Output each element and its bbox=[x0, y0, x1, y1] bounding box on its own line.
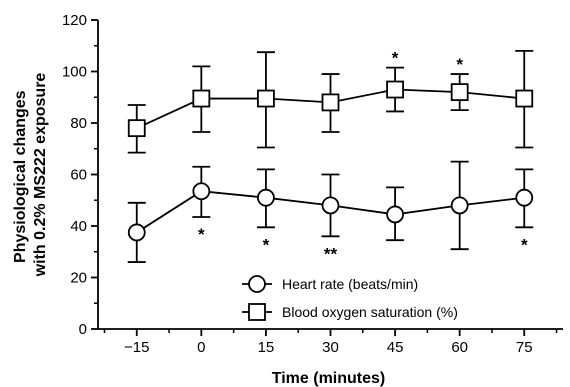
data-point-square bbox=[386, 80, 404, 99]
x-tick-label: 60 bbox=[451, 339, 468, 356]
data-point-square bbox=[192, 89, 211, 108]
data-point-circle bbox=[257, 188, 275, 207]
data-point-circle bbox=[127, 223, 146, 242]
x-tick-label: −15 bbox=[124, 339, 149, 356]
data-point-square bbox=[321, 93, 340, 112]
x-axis-title: Time (minutes) bbox=[272, 370, 386, 387]
data-point-square bbox=[257, 89, 275, 108]
data-point-circle bbox=[515, 188, 534, 207]
y-tick-label: 20 bbox=[70, 270, 87, 287]
significance-marker: * bbox=[456, 55, 463, 74]
x-tick-label: 15 bbox=[258, 339, 275, 356]
y-axis-title: Physiological changes with 0.2% MS222 ex… bbox=[12, 73, 49, 278]
significance-marker: * bbox=[263, 235, 270, 254]
y-tick-label: 0 bbox=[79, 321, 87, 338]
series-layer: ** ** ** * bbox=[127, 49, 534, 263]
significance-marker: * bbox=[392, 49, 399, 68]
series-blood-oxygen: * * bbox=[127, 49, 534, 154]
legend-marker-circle bbox=[248, 275, 266, 293]
significance-marker: ** bbox=[324, 244, 338, 263]
y-tick-label: 80 bbox=[70, 115, 87, 132]
y-tick-label: 100 bbox=[62, 64, 87, 81]
significance-marker: * bbox=[521, 235, 528, 254]
y-tick-label: 60 bbox=[70, 167, 87, 184]
legend-marker-square bbox=[248, 303, 266, 321]
x-tick-label: 75 bbox=[516, 339, 533, 356]
data-point-circle bbox=[192, 182, 211, 201]
data-point-circle bbox=[321, 196, 340, 215]
legend-label: Heart rate (beats/min) bbox=[282, 276, 418, 292]
x-tick-label: 45 bbox=[387, 339, 404, 356]
data-point-circle bbox=[386, 205, 404, 224]
data-point-square bbox=[515, 89, 534, 108]
y-tick-label: 120 bbox=[62, 12, 87, 29]
x-tick-label: 0 bbox=[197, 339, 205, 356]
data-point-square bbox=[450, 83, 469, 101]
y-axis-title-line-1: Physiological changes bbox=[12, 90, 29, 263]
legend-label: Blood oxygen saturation (%) bbox=[282, 304, 458, 320]
significance-marker: * bbox=[198, 225, 205, 244]
y-axis-title-line-2: with 0.2% MS222 exposure bbox=[32, 73, 49, 278]
series-heart-rate: ** ** * bbox=[127, 160, 534, 263]
x-tick-label: 30 bbox=[322, 339, 339, 356]
data-point-circle bbox=[450, 196, 469, 215]
y-tick-label: 40 bbox=[70, 218, 87, 235]
legend: Heart rate (beats/min) Blood oxygen satur… bbox=[242, 275, 458, 321]
axes: 0 20 40 60 80 100 120 −15 0 15 30 45 60 75 bbox=[62, 12, 563, 356]
data-point-square bbox=[127, 119, 146, 138]
